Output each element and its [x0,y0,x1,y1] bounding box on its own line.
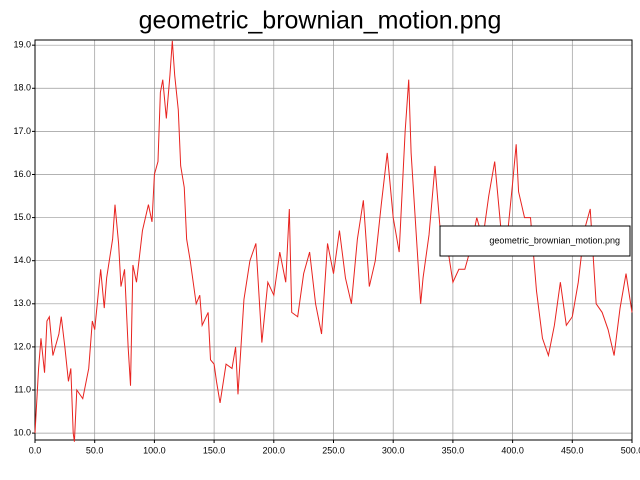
y-tick-label: 15.0 [13,212,31,222]
x-tick-label: 150.0 [203,445,226,455]
legend-box [439,225,631,257]
x-tick-label: 100.0 [143,445,166,455]
y-tick-label: 16.0 [13,169,31,179]
x-tick-label: 400.0 [501,445,524,455]
y-tick-label: 12.0 [13,341,31,351]
y-tick-label: 14.0 [13,255,31,265]
legend-label: geometric_brownian_motion.png [489,235,620,245]
x-tick-label: 50.0 [86,445,104,455]
x-tick-label: 250.0 [322,445,345,455]
x-tick-label: 0.0 [29,445,42,455]
x-tick-label: 350.0 [442,445,465,455]
y-tick-label: 13.0 [13,298,31,308]
y-tick-label: 10.0 [13,427,31,437]
y-tick-label: 19.0 [13,40,31,50]
y-tick-label: 11.0 [14,384,31,394]
x-tick-label: 200.0 [263,445,286,455]
x-tick-label: 450.0 [561,445,584,455]
y-tick-label: 18.0 [13,83,31,93]
x-tick-label: 500.0 [621,445,640,455]
data-line [34,40,633,442]
y-tick-label: 17.0 [13,126,31,136]
x-tick-label: 300.0 [382,445,405,455]
chart-title: geometric_brownian_motion.png [139,7,502,35]
plot-frame [34,39,633,441]
